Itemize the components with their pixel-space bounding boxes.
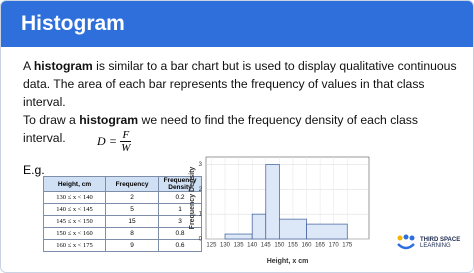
table-header-cell: Frequency (105, 176, 159, 192)
formula-lhs: D (97, 134, 106, 148)
formula-equals: = (109, 134, 117, 148)
x-tick-label: 160 (302, 243, 313, 249)
x-axis-label: Height, x cm (267, 258, 309, 265)
x-tick-label: 125 (206, 243, 217, 249)
logo-text: THIRD SPACE (420, 237, 461, 243)
bar (224, 233, 253, 240)
x-tick-label: 170 (329, 243, 340, 249)
y-tick-label: 3 (199, 162, 203, 168)
table-cell: 145 ≤ x < 150 (43, 215, 106, 228)
table-row: 150 ≤ x < 160 8 0.8 (43, 227, 202, 240)
text: To draw a (23, 113, 80, 127)
table-header-cell: Frequency Density (158, 176, 202, 192)
bar (278, 218, 307, 240)
bar (265, 164, 280, 240)
y-tick-label: 0 (199, 237, 203, 243)
table-cell: 8 (105, 227, 159, 240)
example-label: E.g. (23, 163, 45, 177)
table-row: 160 ≤ x < 175 9 0.6 (43, 239, 202, 252)
table-cell: 150 ≤ x < 160 (43, 227, 106, 240)
logo: THIRD SPACE LEARNING (396, 234, 460, 252)
x-tick-label: 165 (315, 243, 326, 249)
histogram-chart: 0 1 2 3 125 130 135 140 145 150 155 160 165 170 175 Hei… (189, 156, 370, 265)
table-cell: 160 ≤ x < 175 (43, 239, 106, 252)
table-cell: 5 (105, 203, 159, 216)
bold-term: histogram (79, 113, 139, 127)
y-axis-label: Frequency Density (189, 167, 196, 230)
numerator: F (120, 129, 132, 142)
table: Height, cm Frequency Frequency Density 130 … (43, 176, 202, 252)
table-row: 145 ≤ x < 150 15 3 (43, 215, 202, 228)
table-cell: 2 (105, 191, 159, 204)
x-tick-label: 150 (274, 243, 285, 249)
table-cell: 0.6 (158, 239, 202, 252)
x-tick-label: 140 (247, 243, 258, 249)
table-cell: 130 ≤ x < 140 (43, 191, 106, 204)
bar (306, 223, 348, 240)
bold-term: histogram (33, 59, 93, 73)
x-tick-label: 130 (220, 243, 231, 249)
x-tick-label: 145 (261, 243, 272, 249)
paragraph: A histogram is similar to a bar chart bu… (23, 57, 463, 111)
table-cell: 15 (105, 215, 159, 228)
table-header-row: Height, cm Frequency Frequency Density (43, 176, 202, 192)
paragraph: To draw a histogram we need to find the … (23, 111, 463, 147)
y-tick-label: 2 (199, 187, 203, 193)
table-row: 130 ≤ x < 140 2 0.2 (43, 191, 202, 204)
x-tick-label: 175 (342, 243, 353, 249)
logo-text: LEARNING (420, 243, 451, 249)
table-row: 140 ≤ x < 145 5 1 (43, 203, 202, 216)
y-tick-label: 1 (199, 212, 203, 218)
bar (251, 213, 267, 240)
table-header-cell: Height, cm (43, 176, 106, 192)
denominator: W (121, 142, 131, 154)
x-tick-label: 155 (288, 243, 299, 249)
text: is similar to a bar chart but is used to… (23, 59, 457, 109)
table-cell: 140 ≤ x < 145 (43, 203, 106, 216)
text: we need to find the frequency density of… (23, 113, 418, 145)
header-title: Histogram (1, 1, 473, 47)
text: A (23, 59, 34, 73)
x-tick-label: 135 (234, 243, 245, 249)
logo-icon (397, 234, 415, 250)
table-cell: 9 (105, 239, 159, 252)
